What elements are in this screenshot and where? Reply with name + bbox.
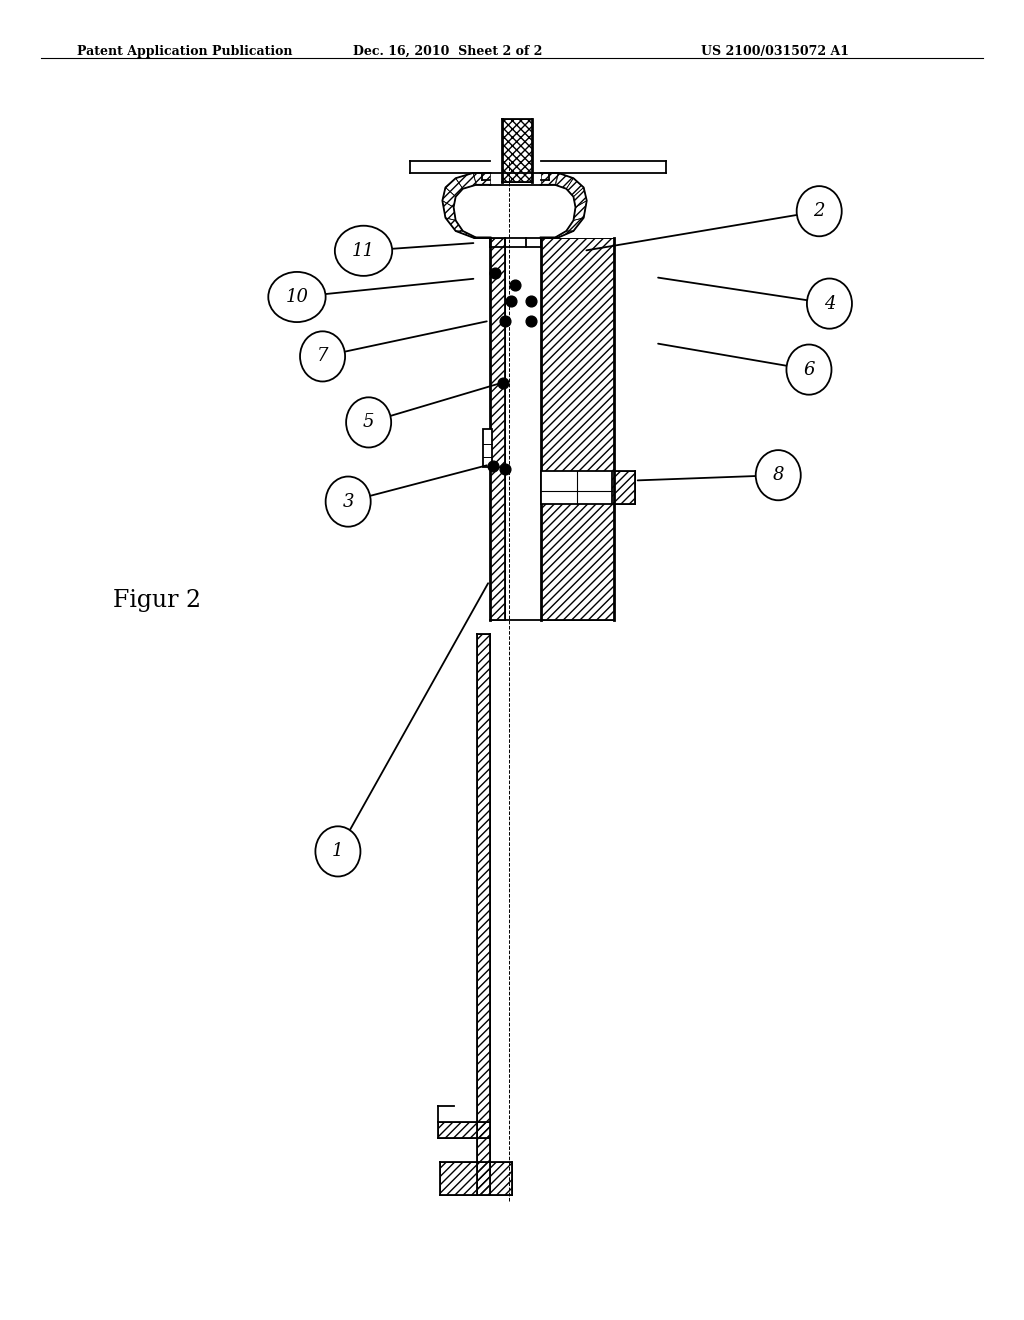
Text: Patent Application Publication: Patent Application Publication bbox=[77, 45, 292, 58]
Text: 6: 6 bbox=[803, 360, 815, 379]
Text: 2: 2 bbox=[813, 202, 825, 220]
Point bbox=[507, 275, 523, 296]
Point bbox=[497, 458, 513, 479]
Polygon shape bbox=[483, 429, 492, 467]
Text: Figur 2: Figur 2 bbox=[113, 589, 201, 612]
Ellipse shape bbox=[346, 397, 391, 447]
Ellipse shape bbox=[315, 826, 360, 876]
Ellipse shape bbox=[326, 477, 371, 527]
Text: US 2100/0315072 A1: US 2100/0315072 A1 bbox=[701, 45, 850, 58]
Ellipse shape bbox=[300, 331, 345, 381]
Text: 1: 1 bbox=[332, 842, 344, 861]
Text: Dec. 16, 2010  Sheet 2 of 2: Dec. 16, 2010 Sheet 2 of 2 bbox=[353, 45, 543, 58]
Text: 11: 11 bbox=[352, 242, 375, 260]
Point bbox=[495, 372, 511, 393]
Polygon shape bbox=[541, 471, 612, 504]
Text: 3: 3 bbox=[342, 492, 354, 511]
Ellipse shape bbox=[335, 226, 392, 276]
Point bbox=[523, 310, 540, 331]
Text: 4: 4 bbox=[823, 294, 836, 313]
Ellipse shape bbox=[268, 272, 326, 322]
Ellipse shape bbox=[756, 450, 801, 500]
Ellipse shape bbox=[807, 279, 852, 329]
Text: 7: 7 bbox=[316, 347, 329, 366]
Point bbox=[484, 455, 501, 477]
Point bbox=[503, 290, 519, 312]
Point bbox=[497, 310, 513, 331]
Ellipse shape bbox=[797, 186, 842, 236]
Point bbox=[523, 290, 540, 312]
Text: 5: 5 bbox=[362, 413, 375, 432]
Ellipse shape bbox=[786, 345, 831, 395]
Point bbox=[486, 263, 503, 284]
Text: 10: 10 bbox=[286, 288, 308, 306]
Text: 8: 8 bbox=[772, 466, 784, 484]
